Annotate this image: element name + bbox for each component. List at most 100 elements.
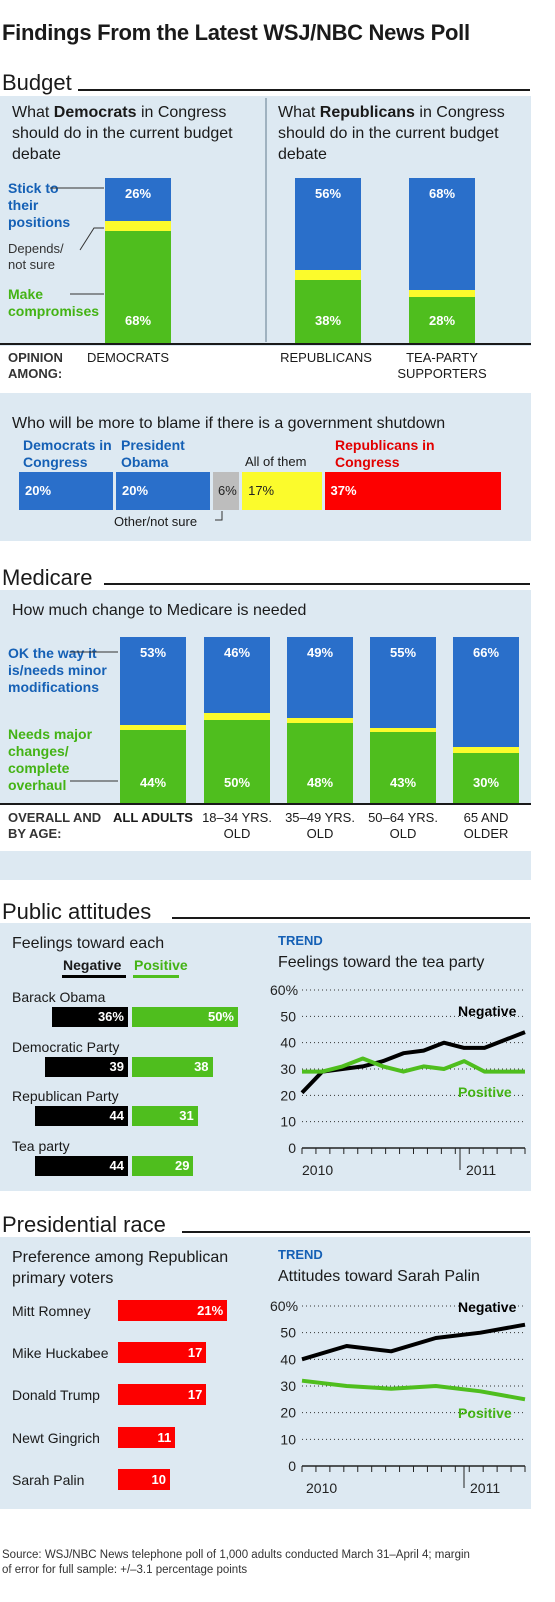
budget-baseline xyxy=(0,343,531,345)
positive-bar: 38 xyxy=(132,1057,213,1077)
medicare-bar-segment: 30% xyxy=(453,753,519,803)
medicare-bar-segment: 53% xyxy=(120,637,186,725)
budget-divider xyxy=(265,98,267,342)
y-tick-label: 60% xyxy=(270,1298,298,1314)
blame-bar-segment: 37% xyxy=(324,472,501,510)
y-tick-label: 10 xyxy=(280,1431,296,1447)
budget-cat-label: TEA-PARTY SUPPORTERS xyxy=(397,350,487,381)
rep-question: What Republicans in Congress should do i… xyxy=(278,104,505,163)
x-tick-label: 2011 xyxy=(470,1480,500,1496)
budget-bar-segment xyxy=(295,270,361,281)
page-title: Findings From the Latest WSJ/NBC News Po… xyxy=(2,20,470,45)
budget-bar-value: 68% xyxy=(124,312,152,328)
series-label: Negative xyxy=(458,1299,517,1315)
pref-cat-label: Sarah Palin xyxy=(12,1472,85,1488)
medicare-bar-segment: 66% xyxy=(453,637,519,747)
legend-depends: Depends/ not sure xyxy=(8,241,64,272)
positive-bar: 29 xyxy=(132,1156,194,1176)
feelings-cat-label: Tea party xyxy=(12,1138,70,1154)
y-tick-label: 0 xyxy=(288,1140,296,1156)
medicare-bar-segment xyxy=(287,718,353,724)
trend-title: Feelings toward the tea party xyxy=(278,954,485,971)
pref-bar-value: 17 xyxy=(187,1345,203,1360)
race-section-title: Presidential race xyxy=(2,1212,170,1238)
negative-bar-value: 44 xyxy=(109,1108,124,1123)
positive-bar-value: 38 xyxy=(194,1059,209,1074)
medicare-cat-label: 65 AND OLDER xyxy=(463,810,509,841)
blame-bar-value: 20% xyxy=(25,483,52,498)
medicare-bar-segment xyxy=(370,728,436,732)
blame-bar-value: 6% xyxy=(218,483,237,498)
series-line-negative xyxy=(300,1030,526,1095)
medicare-bar-segment: 55% xyxy=(370,637,436,729)
teaparty-trend-chart: 0 10 20 30 40 50 60% 2010 2011 Negative Positive xyxy=(270,982,526,1178)
pref-bar: 17 xyxy=(118,1384,207,1405)
blame-question: Who will be more to blame if there is a … xyxy=(12,415,446,432)
budget-bar-value: 56% xyxy=(314,186,342,201)
series-label: Positive xyxy=(458,1405,512,1421)
pref-bar-value: 10 xyxy=(151,1472,166,1487)
pref-cat-label: Mike Huckabee xyxy=(12,1345,109,1361)
race-panel xyxy=(0,1237,531,1509)
y-tick-label: 50 xyxy=(280,1008,296,1024)
x-tick-label: 2011 xyxy=(466,1162,496,1178)
legend-positive: Positive xyxy=(134,957,188,973)
budget-bar-segment: 26% xyxy=(105,178,171,221)
y-tick-label: 20 xyxy=(280,1405,296,1421)
section-rule xyxy=(182,1231,530,1233)
blame-label: All of them xyxy=(245,454,307,469)
pref-cat-label: Newt Gingrich xyxy=(12,1430,100,1446)
budget-bar-segment xyxy=(105,220,171,231)
pref-bar: 10 xyxy=(118,1469,170,1490)
positive-bar-value: 29 xyxy=(175,1158,190,1173)
y-tick-label: 10 xyxy=(280,1114,296,1130)
budget-cat-label: REPUBLICANS xyxy=(280,350,372,365)
feelings-cat-label: Democratic Party xyxy=(12,1039,120,1055)
section-rule xyxy=(104,583,530,585)
blame-bar-value: 17% xyxy=(248,483,275,498)
medicare-cat-label: 50–64 YRS. OLD xyxy=(368,810,438,841)
medicare-cat-label: 35–49 YRS. OLD xyxy=(285,810,355,841)
pref-cat-label: Mitt Romney xyxy=(12,1303,91,1319)
negative-bar-value: 44 xyxy=(109,1158,124,1173)
budget-section-title: Budget xyxy=(2,70,76,96)
pref-bar-value: 21% xyxy=(197,1303,224,1318)
series-label: Positive xyxy=(458,1084,512,1100)
y-tick-label: 40 xyxy=(280,1351,296,1367)
trend-title: Attitudes toward Sarah Palin xyxy=(278,1268,480,1285)
pref-bar: 21% xyxy=(118,1300,228,1321)
budget-bar-value: 38% xyxy=(314,312,342,328)
budget-leader-lines xyxy=(50,187,104,295)
source-note: Source: WSJ/NBC News telephone poll of 1… xyxy=(2,1549,470,1576)
budget-bar-segment: 38% xyxy=(295,280,361,343)
trend-tag: TREND xyxy=(278,1247,323,1262)
y-tick-label: 60% xyxy=(270,982,298,998)
series-line-positive xyxy=(302,1056,525,1074)
medicare-bar-segment: 49% xyxy=(287,637,353,719)
medicare-bar-value: 55% xyxy=(389,645,417,660)
budget-bar-segment: 56% xyxy=(295,178,361,271)
medicare-bar-value: 30% xyxy=(472,774,500,790)
overall-label: OVERALL AND BY AGE: xyxy=(8,810,102,841)
blame-bar-segment: 20% xyxy=(19,472,113,510)
feelings-cat-label: Barack Obama xyxy=(12,989,106,1005)
medicare-section-title: Medicare xyxy=(2,565,97,591)
y-tick-label: 30 xyxy=(280,1378,296,1394)
medicare-bar-value: 44% xyxy=(139,774,167,790)
medicare-bar-value: 43% xyxy=(389,774,417,790)
pref-bar: 17 xyxy=(118,1342,207,1363)
dem-question: What Democrats in Congress should do in … xyxy=(12,104,233,163)
medicare-bar-segment: 48% xyxy=(287,723,353,803)
legend-compromise: Make compromises xyxy=(8,286,100,319)
feelings-title: Feelings toward each xyxy=(12,935,165,952)
blame-bar-segment: 6% xyxy=(213,472,240,510)
medicare-bar-value: 49% xyxy=(306,645,334,660)
y-tick-label: 0 xyxy=(288,1458,296,1474)
medicare-axis-row xyxy=(0,805,531,851)
negative-bar: 39 xyxy=(45,1057,128,1077)
opinion-row xyxy=(0,346,531,390)
medicare-bar-value: 53% xyxy=(139,645,167,660)
medicare-bar-segment: 44% xyxy=(120,729,186,803)
blame-other-bracket xyxy=(215,511,223,521)
y-tick-label: 50 xyxy=(280,1325,296,1341)
